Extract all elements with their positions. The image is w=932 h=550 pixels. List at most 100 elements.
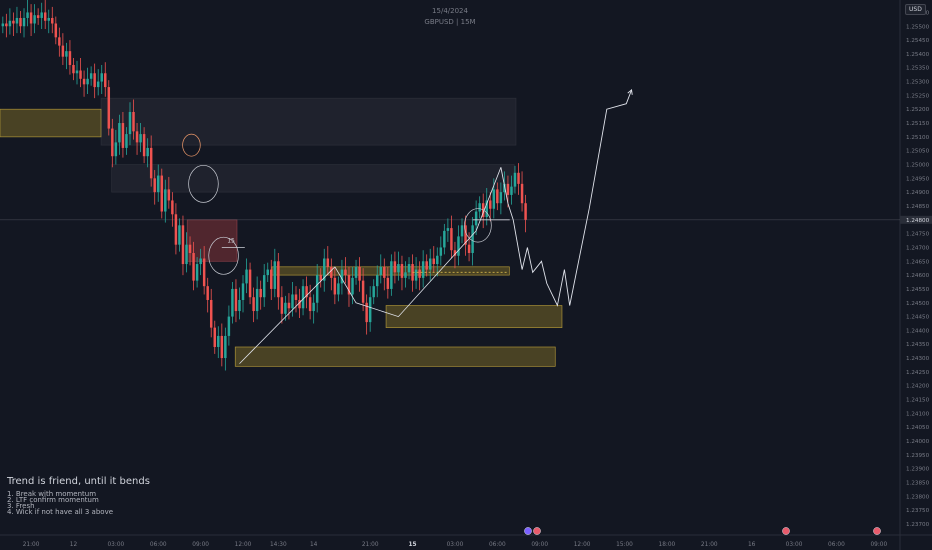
y-tick-label: 1.24600 bbox=[906, 273, 930, 279]
candle-body bbox=[277, 261, 280, 298]
candle-body bbox=[135, 131, 139, 143]
candle-body bbox=[400, 264, 404, 278]
projection-arrow-head bbox=[627, 88, 633, 95]
currency-button[interactable]: USD bbox=[905, 4, 926, 15]
candle-body bbox=[114, 142, 118, 157]
candle-body bbox=[107, 87, 111, 129]
candle-body bbox=[68, 51, 72, 65]
y-tick-label: 1.24350 bbox=[906, 342, 930, 348]
demand-zone-1 bbox=[0, 108, 102, 138]
y-tick-label: 1.24250 bbox=[906, 370, 930, 376]
candle-body bbox=[121, 123, 125, 148]
candle-body bbox=[12, 20, 15, 24]
candle-body bbox=[22, 17, 26, 27]
y-tick-label: 1.25300 bbox=[906, 80, 930, 86]
candle-body bbox=[361, 280, 365, 303]
candle-body bbox=[354, 266, 358, 278]
candle-body bbox=[164, 189, 167, 212]
candle-body bbox=[443, 230, 446, 248]
candle-body bbox=[270, 269, 273, 289]
economic-event-icon bbox=[873, 527, 881, 535]
x-tick-label: 21:00 bbox=[362, 542, 379, 548]
candle-body bbox=[149, 147, 153, 179]
candle-body bbox=[432, 258, 435, 265]
candle-body bbox=[418, 269, 421, 278]
candle-body bbox=[231, 288, 234, 317]
y-tick-label: 1.24200 bbox=[906, 384, 930, 390]
candle-body bbox=[178, 225, 181, 245]
y-tick-label: 1.25100 bbox=[906, 135, 930, 141]
candle-body bbox=[29, 12, 33, 24]
candle-body bbox=[436, 255, 439, 265]
candle-body bbox=[234, 288, 238, 312]
x-tick-label: 09:00 bbox=[870, 542, 887, 548]
candle-body bbox=[393, 261, 397, 273]
candle-body bbox=[224, 335, 227, 359]
candle-body bbox=[185, 244, 188, 265]
candle-body bbox=[132, 111, 135, 132]
y-tick-label: 1.24400 bbox=[906, 328, 930, 334]
y-tick-label: 1.25500 bbox=[906, 24, 930, 30]
candle-body bbox=[421, 261, 425, 278]
candle-body bbox=[238, 299, 241, 312]
candle-body bbox=[453, 250, 457, 256]
candle-body bbox=[167, 189, 171, 201]
current-price-tag bbox=[900, 215, 932, 224]
candle-body bbox=[195, 264, 199, 281]
x-tick-label: 15:00 bbox=[616, 542, 633, 548]
x-tick-label: 21:00 bbox=[23, 542, 40, 548]
candle-body bbox=[181, 225, 185, 265]
candle-body bbox=[368, 297, 372, 323]
x-tick-label: 12:00 bbox=[574, 542, 591, 548]
candle-body bbox=[209, 299, 213, 328]
x-tick-label: 09:00 bbox=[531, 542, 548, 548]
candle-body bbox=[347, 275, 351, 295]
candle-body bbox=[315, 275, 319, 303]
y-tick-label: 1.24450 bbox=[906, 315, 930, 321]
candle-body bbox=[104, 73, 107, 88]
economic-event-icon bbox=[524, 527, 532, 535]
y-tick-label: 1.24100 bbox=[906, 411, 930, 417]
y-tick-label: 1.24850 bbox=[906, 204, 930, 210]
candle-body bbox=[520, 183, 524, 204]
y-tick-label: 1.25250 bbox=[906, 93, 930, 99]
y-tick-label: 1.24900 bbox=[906, 190, 930, 196]
candle-body bbox=[464, 225, 467, 245]
supply-zone-4 bbox=[186, 219, 238, 262]
y-tick-label: 1.24150 bbox=[906, 398, 930, 404]
candle-body bbox=[379, 266, 383, 276]
x-tick-label: 03:00 bbox=[107, 542, 124, 548]
candle-body bbox=[266, 269, 269, 276]
neutral-zone-3 bbox=[111, 164, 515, 193]
economic-event-icon bbox=[782, 527, 790, 535]
candle-body bbox=[252, 297, 255, 312]
candle-body bbox=[82, 78, 86, 85]
candle-body bbox=[323, 258, 326, 281]
candle-body bbox=[273, 261, 277, 289]
candle-body bbox=[199, 258, 202, 265]
y-tick-label: 1.24300 bbox=[906, 356, 930, 362]
x-tick-label: 03:00 bbox=[447, 542, 464, 548]
candle-body bbox=[428, 258, 432, 270]
note-item-1: 1. Break with momentum bbox=[7, 490, 97, 498]
y-tick-label: 1.23950 bbox=[906, 453, 930, 459]
candle-body bbox=[496, 189, 499, 204]
x-tick-label: 18:00 bbox=[659, 542, 676, 548]
candle-body bbox=[47, 17, 50, 21]
candle-body bbox=[312, 302, 315, 312]
marker-circle-2 bbox=[188, 164, 219, 203]
y-tick-label: 1.23750 bbox=[906, 508, 930, 514]
candle-body bbox=[492, 189, 496, 209]
candle-body bbox=[301, 286, 305, 309]
candle-body bbox=[19, 17, 22, 27]
y-tick-label: 1.25400 bbox=[906, 52, 930, 58]
candle-body bbox=[54, 23, 58, 38]
supply-box-label: 15 bbox=[227, 238, 235, 245]
candle-body bbox=[79, 70, 82, 79]
candle-body bbox=[383, 266, 386, 278]
candle-body bbox=[326, 258, 330, 267]
candle-body bbox=[298, 299, 301, 309]
x-tick-label: 21:00 bbox=[701, 542, 718, 548]
candle-body bbox=[1, 23, 5, 27]
